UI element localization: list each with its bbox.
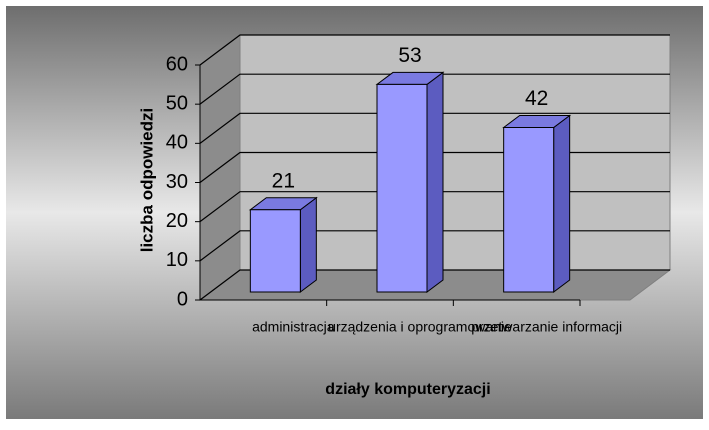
grid-line xyxy=(199,112,670,144)
grid-line xyxy=(199,73,670,105)
bar xyxy=(376,83,428,293)
bar xyxy=(503,127,555,293)
bar-side xyxy=(299,196,317,293)
y-tick-label: 60 xyxy=(166,53,188,75)
grid-line xyxy=(199,34,670,66)
value-label: 42 xyxy=(525,87,548,110)
x-tick-label: przetwarzanie informacji xyxy=(471,319,622,335)
value-label: 53 xyxy=(398,44,421,67)
y-tick-label: 40 xyxy=(166,132,188,154)
y-tick-label: 10 xyxy=(166,249,188,271)
x-tick-label: urządzenia i oprogramowanie xyxy=(328,319,512,335)
bar-side xyxy=(553,114,571,293)
x-tick-label: administracja xyxy=(252,319,335,335)
y-tick-label: 50 xyxy=(166,92,188,114)
x-axis-title: działy komputeryzacji xyxy=(325,381,490,398)
y-tick-label: 30 xyxy=(166,171,188,193)
value-label: 21 xyxy=(272,169,295,192)
bar xyxy=(249,209,301,293)
y-tick-label: 20 xyxy=(166,210,188,232)
bar-side xyxy=(426,71,444,293)
y-axis-title: liczba odpowiedzi xyxy=(137,108,156,253)
y-tick-label: 0 xyxy=(177,288,188,310)
plot-area: 0 10 20 30 40 50 60 21 administracja 53 urządzenia… xyxy=(166,34,672,335)
